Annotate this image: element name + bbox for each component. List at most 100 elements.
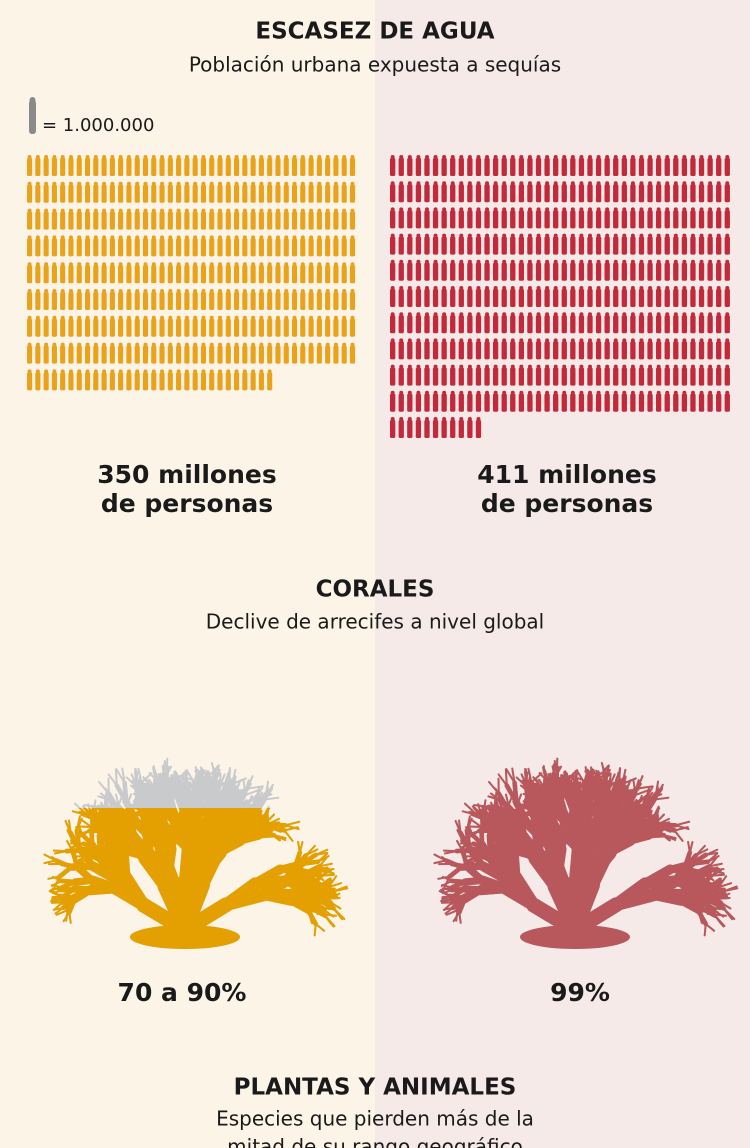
person-icon: [250, 345, 256, 364]
person-icon: [647, 289, 653, 307]
person-head: [416, 233, 421, 238]
person-head: [493, 181, 498, 186]
person-icon: [647, 184, 653, 203]
person-head: [442, 155, 447, 159]
person-icon: [467, 236, 473, 255]
person-head: [639, 364, 644, 369]
person-head: [708, 233, 713, 238]
person-icon: [424, 210, 430, 229]
person-icon: [234, 238, 240, 257]
person-head: [193, 181, 198, 186]
person-icon: [200, 238, 207, 257]
person-icon: [707, 393, 713, 412]
person-head: [485, 155, 490, 159]
person-head: [226, 181, 231, 186]
person-icon: [234, 318, 240, 337]
person-icon: [68, 158, 74, 176]
person-head: [44, 342, 49, 347]
person-head: [226, 262, 231, 267]
person-icon: [234, 345, 240, 364]
person-icon: [68, 318, 74, 337]
person-icon: [316, 158, 322, 176]
person-head: [570, 181, 575, 186]
person-head: [699, 312, 704, 317]
person-icon: [647, 341, 653, 360]
coral-branch: [229, 786, 250, 802]
person-icon: [398, 262, 404, 281]
person-icon: [432, 210, 439, 229]
person-icon: [60, 211, 66, 230]
person-head: [708, 181, 713, 186]
person-icon: [142, 372, 149, 391]
person-head: [390, 155, 395, 159]
person-head: [716, 233, 721, 238]
person-icon: [217, 318, 223, 337]
person-icon: [724, 210, 730, 229]
person-icon: [43, 372, 49, 391]
person-head: [562, 364, 567, 369]
coral-branch: [101, 821, 124, 848]
person-icon: [510, 210, 516, 229]
person-icon: [84, 318, 91, 337]
person-head: [135, 155, 140, 159]
person-head: [60, 235, 65, 240]
person-icon: [209, 292, 215, 310]
person-head: [407, 207, 412, 212]
person-icon: [501, 315, 507, 334]
person-icon: [51, 292, 57, 310]
coral-branch: [254, 878, 288, 900]
person-head: [699, 207, 704, 212]
person-head: [476, 338, 481, 343]
person-icon: [76, 372, 82, 391]
person-head: [519, 364, 524, 369]
person-head: [562, 390, 567, 395]
person-icon: [578, 289, 585, 307]
person-head: [510, 181, 515, 186]
coral-branch: [703, 879, 715, 887]
person-icon: [724, 158, 730, 176]
person-head: [459, 181, 464, 186]
coral-branch: [185, 781, 194, 803]
person-icon: [707, 158, 713, 176]
person-head: [68, 181, 73, 186]
person-icon: [492, 184, 499, 203]
person-head: [424, 233, 429, 238]
person-icon: [275, 211, 281, 230]
person-icon: [630, 262, 636, 281]
person-head: [135, 289, 140, 293]
person-head: [251, 235, 256, 240]
person-icon: [51, 265, 57, 284]
person-icon: [291, 238, 298, 257]
person-icon: [142, 184, 149, 203]
person-icon: [561, 184, 567, 203]
person-icon: [258, 292, 264, 310]
person-icon: [200, 211, 207, 230]
coral-branch: [314, 923, 326, 932]
person-head: [259, 155, 264, 159]
person-head: [424, 286, 429, 290]
person-head: [424, 207, 429, 212]
person-head: [102, 181, 107, 186]
person-icon: [604, 315, 610, 334]
person-icon: [432, 367, 439, 386]
person-head: [433, 364, 438, 369]
person-head: [536, 338, 541, 343]
person-head: [118, 181, 123, 186]
person-icon: [415, 315, 422, 334]
person-head: [126, 181, 131, 186]
person-head: [350, 262, 355, 267]
person-icon: [527, 262, 533, 281]
coral-branch: [249, 811, 263, 820]
person-icon: [60, 158, 66, 176]
coral-branch: [688, 841, 694, 854]
person-icon: [681, 367, 688, 386]
person-icon: [535, 315, 542, 334]
person-icon: [707, 184, 713, 203]
person-head: [510, 338, 515, 343]
person-icon: [118, 318, 124, 337]
person-head: [442, 233, 447, 238]
person-icon: [604, 184, 610, 203]
person-icon: [578, 393, 585, 412]
person-icon: [475, 210, 482, 229]
person-icon: [613, 393, 619, 412]
